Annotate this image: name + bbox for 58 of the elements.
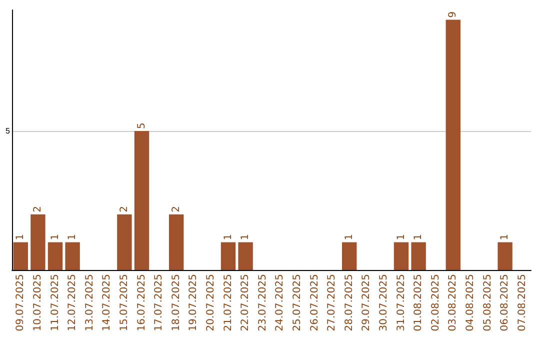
x-tick-label: 18.07.2025 [170,274,182,332]
bar [498,242,512,270]
x-tick-label: 29.07.2025 [361,274,372,332]
x-tick-label: 13.07.2025 [84,274,96,332]
bar [238,242,253,270]
x-tick-label: 25.07.2025 [292,274,303,332]
x-tick-label: 21.07.2025 [222,274,234,332]
data-label: 2 [32,206,44,212]
x-tick-label: 19.07.2025 [188,274,200,332]
bar [134,130,150,270]
bar [342,242,357,270]
x-tick-label: 27.07.2025 [326,274,338,332]
x-tick-label: 02.08.2025 [430,274,442,332]
data-label: 1 [222,234,234,240]
x-tick-label: 01.08.2025 [413,274,424,332]
x-tick-label: 07.08.2025 [516,274,528,332]
x-tick-label: 28.07.2025 [344,274,355,332]
data-label: 9 [448,11,459,18]
data-label: 2 [170,206,182,212]
data-label: 1 [50,234,61,240]
bar [446,20,461,270]
data-label: 2 [118,206,130,212]
data-label: 5 [136,122,148,129]
x-tick-label: 31.07.2025 [396,274,407,332]
bar [411,242,426,270]
x-tick-label: 05.08.2025 [482,274,494,332]
x-tick-label: 12.07.2025 [67,274,78,332]
x-tick-label: 22.07.2025 [240,274,252,332]
x-tick-label: 23.07.2025 [257,274,268,332]
data-label: 1 [396,234,407,240]
data-label: 1 [413,234,424,240]
data-label: 1 [67,234,78,240]
x-tick-label: 16.07.2025 [136,274,148,332]
x-tick-label: 14.07.2025 [102,274,113,332]
x-tick-label: 20.07.2025 [205,274,216,332]
data-label: 1 [344,234,355,240]
x-tick-label: 09.07.2025 [15,274,26,332]
bar [117,214,132,270]
bar [169,214,184,270]
bar [65,242,80,270]
x-tick-label: 03.08.2025 [448,274,459,332]
x-tick-label: 24.07.2025 [274,274,286,332]
bar [30,214,46,270]
x-tick-label: 17.07.2025 [154,274,165,332]
x-tick-label: 06.08.2025 [500,274,511,332]
x-tick-label: 30.07.2025 [378,274,390,332]
x-tick-label: 26.07.2025 [309,274,320,332]
bar [394,242,409,270]
data-label: 1 [500,234,511,240]
x-tick-label: 11.07.2025 [50,274,61,332]
bar [220,242,236,270]
data-label: 1 [240,234,252,240]
x-tick-label: 10.07.2025 [32,274,44,332]
bar [13,242,28,270]
data-label: 1 [15,234,26,240]
bar [48,242,63,270]
x-tick-label: 04.08.2025 [464,274,476,332]
x-tick-label: 15.07.2025 [118,274,130,332]
